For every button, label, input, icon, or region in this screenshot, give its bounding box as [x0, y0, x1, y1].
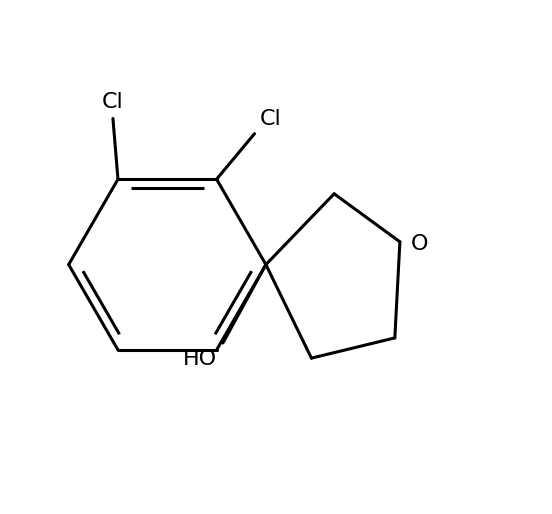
Text: Cl: Cl	[102, 93, 124, 113]
Text: HO: HO	[183, 349, 217, 369]
Text: O: O	[411, 234, 428, 254]
Text: Cl: Cl	[259, 108, 282, 128]
